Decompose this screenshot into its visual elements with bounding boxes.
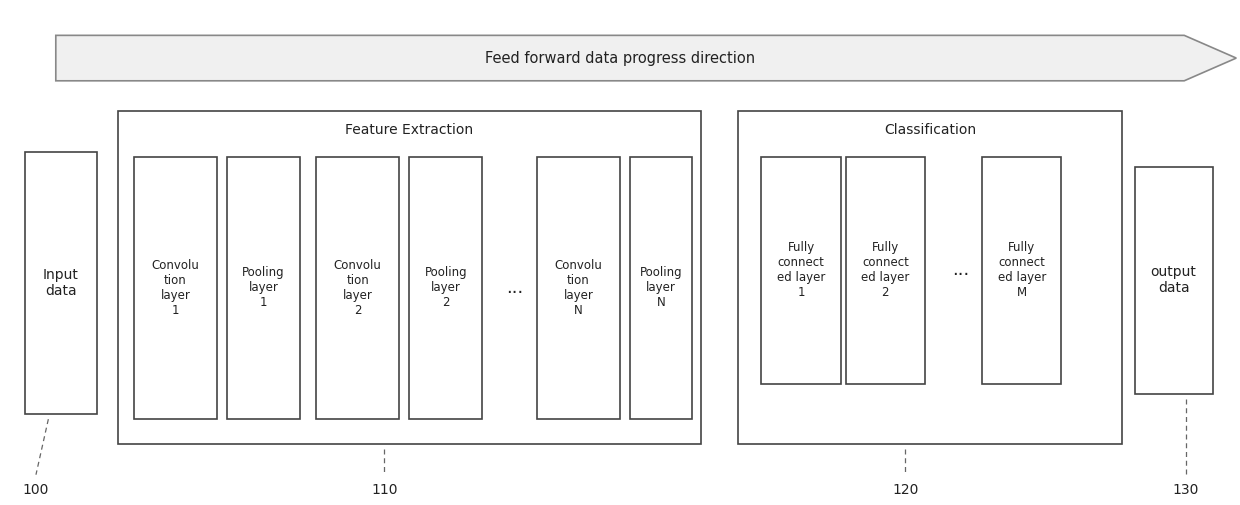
Bar: [738, 111, 1122, 444]
Text: Pooling
layer
2: Pooling layer 2: [424, 266, 467, 310]
Text: ...: ...: [506, 279, 523, 297]
Text: Fully
connect
ed layer
2: Fully connect ed layer 2: [861, 241, 910, 299]
Bar: [118, 111, 701, 444]
Text: Feed forward data progress direction: Feed forward data progress direction: [485, 50, 755, 66]
Bar: [25, 152, 97, 414]
Text: output
data: output data: [1151, 265, 1197, 295]
Bar: [409, 157, 482, 419]
Bar: [227, 157, 300, 419]
Text: Fully
connect
ed layer
1: Fully connect ed layer 1: [776, 241, 826, 299]
Bar: [134, 157, 217, 419]
Text: Fully
connect
ed layer
M: Fully connect ed layer M: [997, 241, 1047, 299]
Bar: [630, 157, 692, 419]
Text: 110: 110: [371, 483, 398, 497]
Text: Input
data: Input data: [43, 268, 78, 298]
Bar: [761, 157, 841, 384]
Text: Pooling
layer
1: Pooling layer 1: [242, 266, 285, 310]
Text: 130: 130: [1173, 483, 1199, 497]
Text: 120: 120: [892, 483, 919, 497]
Text: Classification: Classification: [884, 123, 976, 137]
Text: 100: 100: [22, 483, 50, 497]
Text: Convolu
tion
layer
2: Convolu tion layer 2: [334, 259, 382, 317]
Bar: [982, 157, 1061, 384]
Text: Convolu
tion
layer
1: Convolu tion layer 1: [151, 259, 200, 317]
Text: ...: ...: [952, 261, 970, 279]
Text: Pooling
layer
N: Pooling layer N: [640, 266, 682, 310]
Bar: [316, 157, 399, 419]
Text: Feature Extraction: Feature Extraction: [345, 123, 474, 137]
Polygon shape: [56, 35, 1236, 81]
Bar: [1135, 167, 1213, 394]
Bar: [537, 157, 620, 419]
Bar: [846, 157, 925, 384]
Text: Convolu
tion
layer
N: Convolu tion layer N: [554, 259, 603, 317]
